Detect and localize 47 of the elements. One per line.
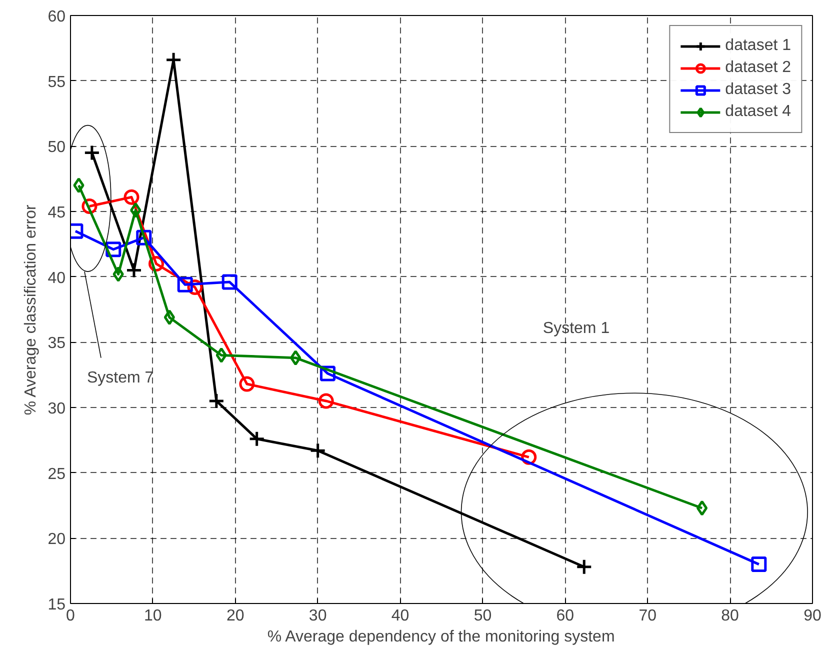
- x-tick-label: 80: [721, 608, 740, 624]
- annotation: System 7: [86, 370, 154, 387]
- point: [248, 430, 266, 448]
- legend-label: dataset 1: [725, 37, 791, 55]
- y-tick-label: 35: [48, 335, 66, 352]
- y-tick-label: 25: [48, 466, 66, 483]
- point: [310, 442, 326, 459]
- y-tick-label: 55: [48, 74, 66, 91]
- y-tick-label: 50: [48, 139, 66, 156]
- point: [84, 144, 100, 161]
- point: [239, 376, 255, 392]
- point: [208, 392, 225, 410]
- point: [126, 262, 142, 279]
- x-tick-label: 40: [391, 608, 410, 624]
- point: [164, 310, 176, 326]
- legend-label: dataset 4: [725, 103, 791, 121]
- y-tick-label: 20: [48, 531, 66, 548]
- annotation: System 1: [542, 320, 610, 337]
- x-tick-label: 10: [144, 608, 162, 624]
- legend-label: dataset 2: [725, 59, 791, 77]
- point: [290, 350, 302, 366]
- x-axis-title: % Average dependency of the monitoring system: [267, 628, 615, 646]
- x-tick-label: 0: [66, 608, 76, 624]
- x-tick-label: 60: [556, 608, 574, 624]
- point: [130, 202, 142, 218]
- point: [751, 556, 767, 572]
- y-axis-title: % Average classification error: [22, 204, 40, 416]
- y-tick-label: 45: [48, 204, 66, 222]
- y-tick-label: 40: [48, 270, 66, 287]
- point: [73, 178, 84, 194]
- y-tick-label: 60: [48, 8, 66, 26]
- point: [124, 189, 140, 205]
- point: [177, 276, 193, 292]
- x-tick-label: 70: [638, 608, 657, 624]
- x-tick-label: 90: [804, 608, 822, 624]
- point: [216, 347, 227, 363]
- x-tick-label: 20: [226, 608, 244, 624]
- x-tick-label: 50: [474, 608, 492, 624]
- point: [696, 500, 708, 516]
- point: [222, 274, 238, 290]
- x-tick-label: 30: [308, 608, 327, 624]
- legend-label: dataset 3: [725, 81, 791, 99]
- point: [112, 266, 124, 282]
- point: [576, 558, 592, 576]
- point: [318, 393, 334, 409]
- y-tick-label: 15: [48, 596, 66, 614]
- y-tick-label: 30: [48, 400, 66, 418]
